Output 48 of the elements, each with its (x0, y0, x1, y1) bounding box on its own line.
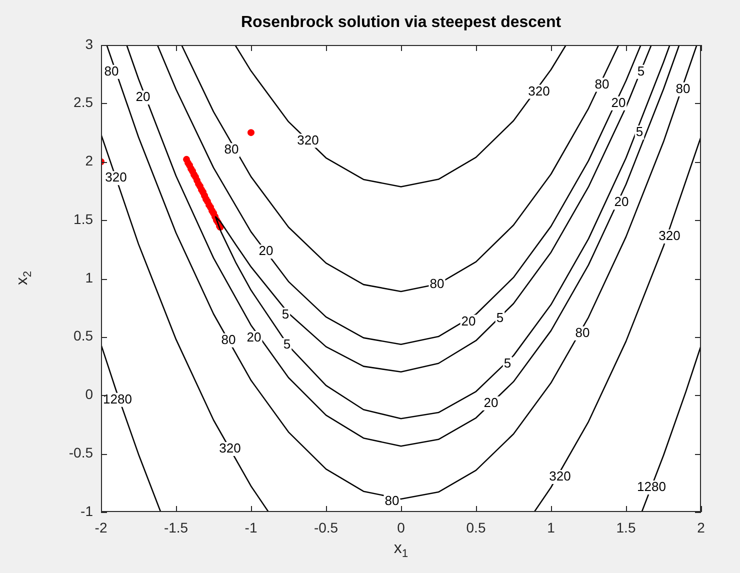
annotation: 320 (297, 132, 319, 148)
x-tick-label: 1.5 (616, 519, 636, 536)
annotation: 5 (496, 310, 504, 325)
annotation: 20 (258, 243, 274, 258)
annotation: 320 (219, 440, 241, 456)
annotation: 1280 (103, 392, 132, 406)
y-tick-label: 2.5 (74, 94, 94, 110)
chart-title: Rosenbrock solution via steepest descent (240, 14, 562, 32)
y-tick-label: 0.5 (74, 328, 94, 344)
annotation: 320 (528, 83, 550, 98)
annotation: 5 (637, 63, 645, 78)
annotation: 1280 (637, 479, 666, 494)
y-tick-label: 1.5 (74, 210, 94, 227)
annotation: 320 (658, 228, 680, 244)
x-tick-label: 1 (547, 519, 556, 536)
y-tick-label: 2 (85, 152, 94, 169)
annotation: 80 (575, 324, 590, 340)
annotation: 20 (484, 395, 498, 410)
annotation: 80 (221, 332, 236, 347)
annotation: 80 (430, 276, 444, 291)
y-tick-label: -1 (80, 502, 94, 519)
annotation: 80 (104, 63, 119, 78)
annotation: 20 (461, 313, 476, 328)
annotation: 20 (614, 194, 629, 210)
annotation: 5 (504, 355, 512, 370)
x-axis-title: x$_{1}$ (392, 540, 410, 560)
y-tick-label: 1 (85, 269, 94, 286)
x-tick-label: -0.5 (314, 519, 338, 536)
x-tick-label: 0 (397, 519, 406, 536)
annotation: 20 (611, 94, 626, 110)
annotation: 320 (549, 468, 571, 484)
x-tick-label: -2 (94, 519, 108, 536)
x-tick-label: -1.5 (164, 519, 188, 536)
annotation: 5 (282, 306, 290, 322)
annotation: 80 (384, 493, 400, 508)
annotation: 80 (594, 76, 610, 92)
y-tick-label: 3 (85, 36, 94, 52)
x-tick-label: 0.5 (466, 519, 486, 536)
y-tick-label: 0 (85, 386, 94, 402)
annotation: 320 (105, 170, 127, 185)
annotation: 20 (136, 89, 150, 104)
y-tick-label: -0.5 (68, 444, 94, 460)
x-tick-label: 2 (697, 519, 706, 536)
annotation: 80 (224, 142, 239, 157)
annotation: 80 (676, 80, 690, 96)
annotation: 5 (636, 124, 644, 140)
x-tick-label: -1 (244, 519, 258, 536)
annotation: 20 (246, 330, 262, 345)
